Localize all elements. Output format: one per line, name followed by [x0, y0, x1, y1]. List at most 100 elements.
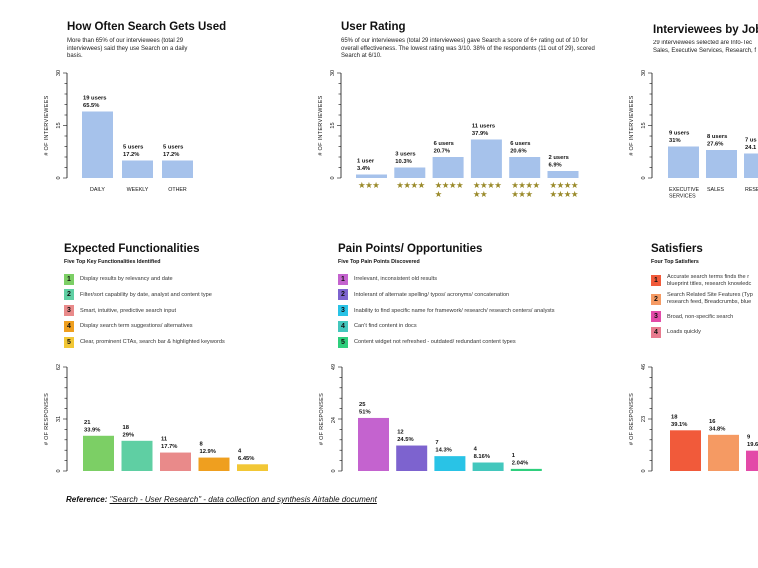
jobtype-bar-value-label: 7 us	[745, 138, 757, 144]
satisfier-item-text-line: research feed, Breadcrumbs, blue	[667, 299, 752, 306]
frequency-y-tick-label: 0	[56, 176, 62, 179]
painpoints-title: Pain Points/ Opportunities	[338, 243, 483, 255]
rating-bar-percent-label: 6.9%	[549, 163, 562, 169]
satisfiers-subtitle: Four Top Satisfiers	[651, 259, 699, 265]
frequency-y-tick-label: 15	[56, 122, 62, 128]
painpoint-item-text: Intolerant of alternate spelling/ typos/…	[354, 291, 510, 298]
painpoints-bar-percent-label: 24.5%	[397, 437, 413, 443]
jobtype-title: Interviewees by Job Ty	[653, 24, 758, 36]
satisfier-item-text: Broad, non-specific search	[667, 313, 734, 320]
painpoint-number-badge: 1	[338, 273, 348, 285]
rating-bar-value-label: 6 users	[510, 141, 530, 147]
satisfiers-bar	[670, 430, 701, 471]
painpoint-item: 4 Can't find content in docs	[338, 320, 417, 332]
satisfier-item-text-line: Search Related Site Features (Typ	[667, 292, 753, 299]
jobtype-y-tick-label: 15	[641, 122, 647, 128]
functionalities-bar-percent-label: 29%	[123, 432, 135, 438]
functionalities-bar	[237, 464, 268, 471]
painpoint-number-badge: 2	[338, 289, 348, 301]
reference-note: Reference: "Search - User Research" - da…	[66, 495, 377, 504]
functionality-number-badge: 4	[64, 320, 74, 332]
painpoints-bar-value-label: 7	[435, 440, 438, 446]
functionalities-bar-value-label: 11	[161, 437, 168, 443]
jobtype-category-label: EXECUTIVE	[669, 187, 699, 193]
frequency-description: More than 65% of our interviewees (total…	[67, 38, 188, 60]
frequency-bar-percent-label: 65.5%	[83, 103, 99, 109]
painpoints-y-tick-label: 49	[331, 364, 337, 370]
frequency-bar	[82, 111, 113, 178]
painpoints-bar	[434, 456, 466, 471]
rating-bar-percent-label: 20.7%	[434, 149, 450, 155]
rating-bar-percent-label: 37.9%	[472, 131, 488, 137]
painpoints-bar-percent-label: 14.3%	[435, 448, 451, 454]
functionality-number-badge: 5	[64, 336, 74, 348]
painpoint-item: 3 Inability to find specific name for fra…	[338, 305, 555, 317]
rating-star-rating: ★★★★	[550, 189, 579, 199]
jobtype-bar-percent-label: 24.1	[745, 145, 757, 151]
rating-bar-percent-label: 10.3%	[395, 159, 411, 165]
rating-star-rating: ★★★★	[473, 180, 502, 190]
rating-bar	[432, 157, 464, 178]
functionalities-y-axis-label: # OF RESPONSES	[44, 393, 50, 445]
functionalities-bar	[198, 457, 230, 471]
reference-link[interactable]: "Search - User Research" - data collecti…	[109, 495, 377, 504]
painpoints-bar-percent-label: 51%	[359, 409, 371, 415]
frequency-bar-value-label: 19 users	[83, 96, 107, 102]
rating-bar-value-label: 6 users	[434, 141, 454, 147]
rating-star-rating: ★	[435, 189, 443, 199]
painpoints-y-tick-label: 24	[331, 417, 337, 423]
rating-bar	[394, 167, 426, 178]
functionalities-y-tick-label: 31	[56, 416, 62, 422]
satisfiers-bar-percent-label: 39.1%	[671, 422, 687, 428]
frequency-bar	[122, 160, 153, 178]
satisfier-item: 4 Loads quickly	[651, 326, 701, 338]
reference-label: Reference:	[66, 495, 108, 504]
rating-star-rating: ★★★★	[511, 180, 540, 190]
painpoints-bar	[358, 417, 389, 471]
functionalities-bar	[121, 440, 153, 471]
frequency-category-label: WEEKLY	[127, 187, 149, 193]
frequency-y-axis-label: # OF INTERVIEWEES	[44, 95, 50, 155]
functionalities-bar	[83, 435, 114, 471]
functionalities-bar-percent-label: 17.7%	[161, 444, 177, 450]
satisfier-item-text: Loads quickly	[667, 329, 701, 336]
functionalities-bar-percent-label: 33.9%	[84, 427, 100, 433]
jobtype-category-label: SERVICES	[669, 194, 696, 200]
painpoint-item-text: Irrelevant, inconsistent old results	[354, 276, 438, 282]
painpoints-bar	[510, 468, 542, 471]
satisfier-number-badge: 2	[651, 293, 661, 305]
satisfier-number-badge: 4	[651, 326, 661, 338]
frequency-y-tick-label: 30	[56, 70, 62, 76]
satisfiers-bar-percent-label: 19.6	[747, 442, 758, 448]
frequency-bar	[162, 160, 193, 178]
painpoints-bar-value-label: 12	[397, 430, 403, 436]
rating-star-rating: ★★★★	[435, 180, 464, 190]
functionality-number-badge: 3	[64, 305, 74, 317]
jobtype-category-label: RESE	[745, 187, 758, 193]
rating-bar-value-label: 11 users	[472, 124, 495, 130]
painpoints-bar-percent-label: 8.16%	[474, 454, 490, 460]
painpoint-number-badge: 3	[338, 305, 348, 317]
painpoints-y-axis-label: # OF RESPONSES	[319, 393, 325, 445]
functionalities-bar	[160, 452, 191, 471]
rating-description: 65% of our interviewees (total 29 interv…	[341, 38, 595, 60]
jobtype-y-axis-label: # OF INTERVIEWEES	[629, 95, 635, 155]
satisfier-item: 3 Broad, non-specific search	[651, 311, 733, 323]
jobtype-y-tick-label: 0	[641, 176, 647, 179]
satisfiers-bar-percent-label: 34.8%	[709, 426, 725, 432]
jobtype-category-label: SALES	[707, 187, 725, 193]
functionality-number-badge: 1	[64, 273, 74, 285]
painpoints-bar-value-label: 4	[474, 447, 478, 453]
frequency-category-label: OTHER	[168, 187, 187, 193]
satisfier-item-text-line: blueprint titles, research knowledc	[667, 280, 752, 287]
functionalities-bar-percent-label: 12.9%	[200, 449, 216, 455]
functionality-item: 3 Smart, intuitive, predictive search inp…	[64, 305, 176, 317]
frequency-title: How Often Search Gets Used	[67, 21, 227, 33]
frequency-bar-value-label: 5 users	[123, 145, 143, 151]
rating-bar-value-label: 1 user	[357, 159, 375, 165]
satisfiers-y-tick-label: 23	[641, 416, 647, 422]
painpoint-item-text: Inability to find specific name for fram…	[354, 307, 555, 314]
functionalities-bar-value-label: 21	[84, 420, 91, 426]
painpoints-y-tick-label: 0	[331, 469, 337, 472]
